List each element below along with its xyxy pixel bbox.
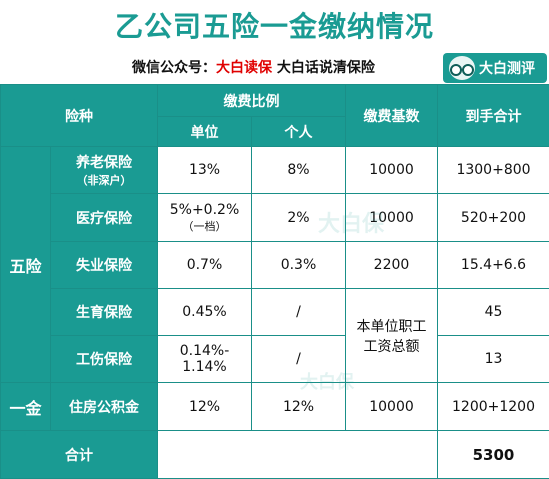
cell-company-note: （一档） [158, 218, 251, 234]
cell-company: 13% [158, 147, 252, 194]
footer-total: 5300 [438, 431, 549, 479]
group-one: 一金 [1, 383, 51, 431]
cell-base: 10000 [346, 383, 438, 431]
cell-personal: 8% [252, 147, 346, 194]
footer-spacer [158, 431, 438, 479]
cell-personal: / [252, 289, 346, 336]
insurance-table: 险种 缴费比例 缴费基数 到手合计 单位 个人 五险 养老保险 （非深户） 13… [0, 84, 549, 479]
cell-personal: 2% [252, 194, 346, 242]
cell-base: 10000 [346, 147, 438, 194]
subtitle-prefix: 微信公众号： [132, 60, 216, 76]
header-net: 到手合计 [438, 85, 549, 147]
table-row: 医疗保险 5%+0.2% （一档） 2% 10000 520+200 [1, 194, 549, 242]
cell-base-merged: 本单位职工 工资总额 [346, 289, 438, 383]
cell-net: 15.4+6.6 [438, 242, 549, 289]
brand-logo-label: 大白测评 [479, 58, 535, 78]
table-row: 失业保险 0.7% 0.3% 2200 15.4+6.6 [1, 242, 549, 289]
subtitle: 微信公众号：大白读保 大白话说清保险 [132, 56, 375, 80]
cell-company: 5%+0.2% （一档） [158, 194, 252, 242]
cell-net: 520+200 [438, 194, 549, 242]
header-row-1: 险种 缴费比例 缴费基数 到手合计 [1, 85, 549, 117]
subtitle-highlight: 大白读保 [216, 60, 272, 76]
footer-row: 合计 5300 [1, 431, 549, 479]
table-row: 一金 住房公积金 12% 12% 10000 1200+1200 [1, 383, 549, 431]
row-name: 工伤保险 [51, 336, 158, 383]
footer-label: 合计 [1, 431, 158, 479]
header-personal: 个人 [252, 117, 346, 147]
page-title: 乙公司五险一金缴纳情况 [0, 4, 549, 50]
cell-personal: 0.3% [252, 242, 346, 289]
cell-base: 2200 [346, 242, 438, 289]
cell-net: 45 [438, 289, 549, 336]
row-name: 失业保险 [51, 242, 158, 289]
cell-company: 0.14%- 1.14% [158, 336, 252, 383]
header-category: 险种 [1, 85, 158, 147]
subtitle-suffix: 大白话说清保险 [277, 60, 375, 76]
header-company: 单位 [158, 117, 252, 147]
brand-logo: 大白测评 [443, 53, 547, 83]
cell-company: 0.7% [158, 242, 252, 289]
row-name-label: 养老保险 [76, 155, 132, 171]
group-five: 五险 [1, 147, 51, 383]
cell-net: 1200+1200 [438, 383, 549, 431]
row-name-note: （非深户） [51, 172, 157, 188]
owl-glasses-icon [449, 56, 475, 80]
header-ratio: 缴费比例 [158, 85, 346, 117]
cell-company: 0.45% [158, 289, 252, 336]
cell-base: 10000 [346, 194, 438, 242]
cell-company: 12% [158, 383, 252, 431]
cell-net: 1300+800 [438, 147, 549, 194]
row-name: 住房公积金 [51, 383, 158, 431]
cell-personal: / [252, 336, 346, 383]
row-name: 医疗保险 [51, 194, 158, 242]
table-row: 五险 养老保险 （非深户） 13% 8% 10000 1300+800 [1, 147, 549, 194]
table-row: 生育保险 0.45% / 本单位职工 工资总额 45 [1, 289, 549, 336]
header-base: 缴费基数 [346, 85, 438, 147]
table-row: 工伤保险 0.14%- 1.14% / 13 [1, 336, 549, 383]
cell-net: 13 [438, 336, 549, 383]
cell-personal: 12% [252, 383, 346, 431]
row-name: 养老保险 （非深户） [51, 147, 158, 194]
row-name: 生育保险 [51, 289, 158, 336]
cell-company-value: 5%+0.2% [170, 202, 240, 218]
